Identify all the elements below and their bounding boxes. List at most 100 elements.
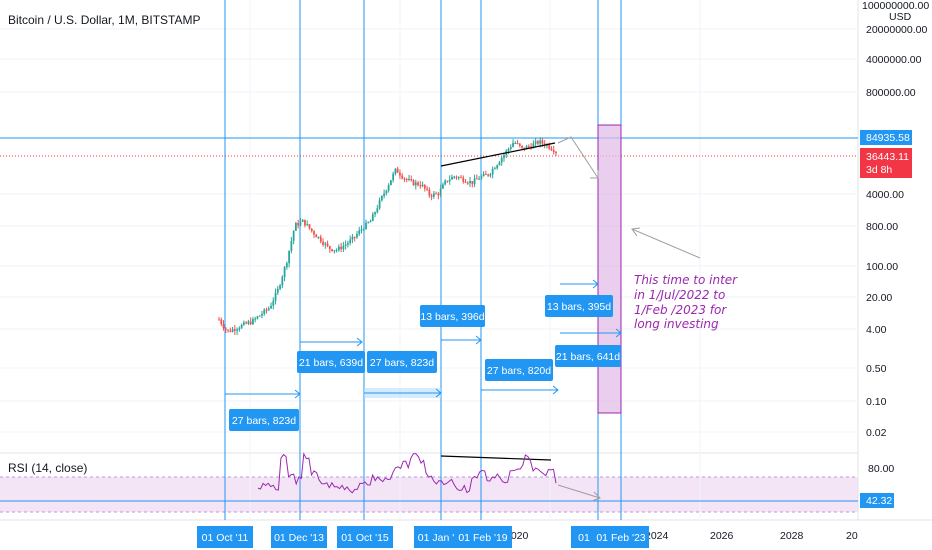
rsi-projection-head: [591, 491, 601, 502]
candle-body: [457, 177, 460, 179]
candle-body: [306, 224, 309, 226]
rsi-projection-arrow: [557, 484, 601, 499]
candle-body: [367, 222, 370, 224]
svg-text:01 Jan ': 01 Jan ': [418, 532, 454, 544]
svg-text:13 bars, 396d: 13 bars, 396d: [420, 311, 484, 323]
candle-body: [512, 143, 514, 148]
rsi-trend-line[interactable]: [440, 455, 552, 461]
svg-text:84935.58: 84935.58: [866, 132, 910, 144]
candle-body: [451, 177, 453, 180]
candle-body: [412, 180, 415, 186]
measurement-label[interactable]: 21 bars, 639d: [297, 351, 365, 373]
candle-body: [539, 140, 542, 144]
candle-body: [258, 315, 261, 317]
price-axis-currency: USD: [889, 11, 912, 23]
candle-body: [360, 229, 363, 231]
candle-body: [537, 141, 539, 144]
current-price-tag[interactable]: 36443.11 3d 8h: [860, 148, 912, 178]
candle-body: [387, 185, 390, 191]
measurement-label[interactable]: 13 bars, 395d: [545, 295, 613, 317]
price-trend-line[interactable]: [440, 142, 556, 167]
candle-body: [498, 162, 501, 166]
candle-body: [419, 185, 422, 187]
candle-body: [351, 236, 354, 240]
candle-body: [518, 143, 521, 146]
candle-body: [491, 168, 494, 175]
measurement-label[interactable]: 21 bars, 641d: [555, 345, 621, 367]
measurement-label[interactable]: 27 bars, 823d: [367, 351, 437, 373]
date-tag[interactable]: 01 Oct '15: [337, 526, 393, 548]
svg-text:01 Feb '19: 01 Feb '19: [458, 532, 507, 544]
candle-body: [462, 177, 465, 182]
date-tag[interactable]: 01 Oct '11: [197, 526, 253, 548]
annotation-line-4: long investing: [634, 317, 719, 331]
candle-body: [385, 190, 388, 194]
target-zone[interactable]: [597, 124, 622, 414]
candle-body: [365, 222, 367, 230]
price-tick-label: 4000000.00: [866, 54, 922, 66]
candle-body: [344, 244, 347, 246]
candle-body: [435, 193, 438, 195]
measurement-label[interactable]: 27 bars, 823d: [229, 409, 299, 431]
candle-body: [410, 179, 413, 181]
candle-body: [487, 174, 490, 176]
candle-body: [534, 141, 537, 144]
candle-body: [484, 173, 487, 175]
candle-body: [319, 236, 322, 242]
price-tick-label: 4.00: [866, 324, 887, 336]
annotation-pointer-head: [631, 227, 641, 237]
candle-body: [245, 322, 248, 324]
price-tick-label: 20000000.00: [866, 24, 927, 36]
svg-text:27 bars, 823d: 27 bars, 823d: [232, 415, 296, 427]
svg-text:27 bars, 820d: 27 bars, 820d: [487, 365, 551, 377]
candle-body: [292, 230, 295, 241]
measurement-label[interactable]: 13 bars, 396d: [420, 305, 485, 327]
candle-body: [236, 329, 238, 331]
candle-body: [453, 176, 456, 178]
candle-body: [231, 329, 234, 332]
candle-body: [270, 305, 272, 309]
candle-body: [349, 239, 352, 244]
candle-body: [514, 142, 517, 144]
annotation-line-3: 1/Feb /2023 for: [634, 303, 727, 317]
candle-body: [362, 229, 365, 231]
candle-body: [254, 318, 257, 320]
date-tag[interactable]: 01 Jan ': [414, 526, 458, 548]
candle-body: [315, 234, 318, 238]
candle-body: [473, 178, 476, 184]
svg-text:01 Feb '23: 01 Feb '23: [596, 532, 645, 544]
date-tag[interactable]: 01 Feb '23: [593, 526, 649, 548]
bar-countdown: 3d 8h: [866, 164, 892, 176]
date-tag[interactable]: 01 Feb '19: [454, 526, 512, 548]
candle-body: [371, 214, 374, 222]
candle-body: [261, 314, 263, 316]
candle-body: [283, 267, 286, 278]
candle-body: [276, 288, 279, 293]
candle-body: [378, 200, 381, 209]
measurement-label[interactable]: 27 bars, 820d: [485, 359, 553, 381]
price-tick-label: 4000.00: [866, 189, 904, 201]
candle-body: [326, 243, 329, 247]
candle-body: [290, 240, 293, 251]
candle-body: [342, 245, 345, 250]
candle-body: [233, 329, 236, 331]
rsi-value-tag[interactable]: 42.32: [860, 493, 894, 508]
candle-body: [369, 221, 372, 223]
candle-body: [222, 324, 225, 329]
candle-body: [256, 316, 259, 319]
rsi-line: [257, 452, 557, 494]
resistance-price-tag[interactable]: 84935.58: [860, 130, 912, 145]
candle-body: [439, 188, 442, 196]
candle-body: [240, 324, 243, 329]
candle-body: [267, 308, 270, 310]
candle-body: [279, 285, 281, 289]
price-tick-label: 0.50: [866, 363, 887, 375]
date-tag[interactable]: 01: [571, 526, 597, 548]
candlestick-series: [218, 137, 557, 336]
price-tick-label: 800.00: [866, 221, 898, 233]
candle-body: [489, 174, 492, 176]
candle-body: [527, 146, 530, 148]
date-tag[interactable]: 01 Dec '13: [271, 526, 327, 548]
candle-body: [272, 300, 275, 306]
